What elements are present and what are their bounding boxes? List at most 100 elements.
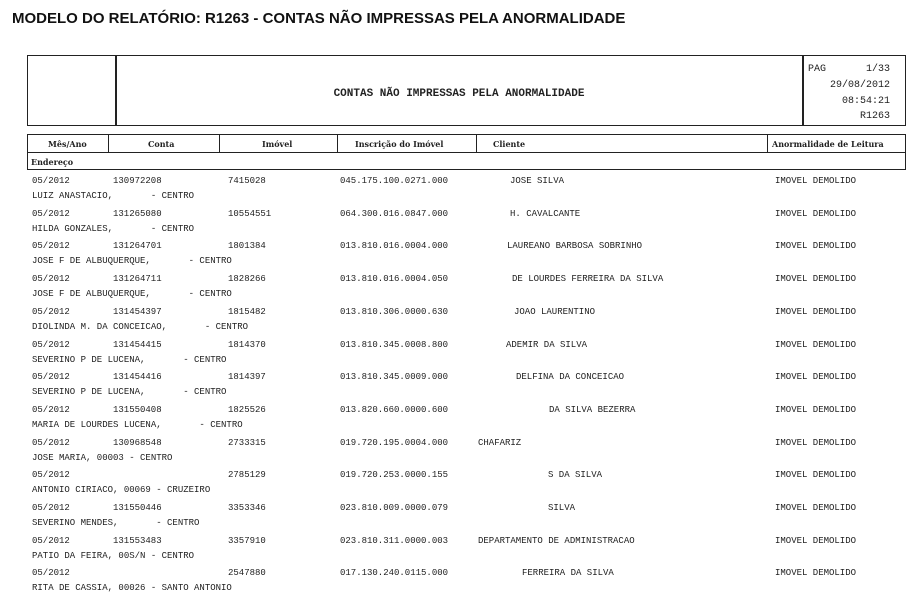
cell-conta: 131553483 bbox=[113, 535, 162, 546]
column-divider bbox=[767, 134, 768, 152]
cell-conta: 131550446 bbox=[113, 503, 162, 513]
cell-imovel: 7415028 bbox=[228, 176, 266, 186]
cell-imovel: 1815482 bbox=[228, 306, 266, 317]
cell-cliente: JOSE SILVA bbox=[510, 176, 565, 186]
cell-mes: 05/2012 bbox=[32, 241, 70, 252]
col-imovel: Imóvel bbox=[262, 139, 293, 149]
cell-anormalidade: IMOVEL DEMOLIDO bbox=[775, 535, 857, 546]
cell-inscricao: 013.810.306.0000.630 bbox=[340, 306, 449, 317]
cell-cliente: DA SILVA BEZERRA bbox=[549, 404, 636, 415]
page-label: PAG bbox=[808, 64, 827, 75]
cell-mes: 05/2012 bbox=[32, 372, 70, 383]
cell-anormalidade: IMOVEL DEMOLIDO bbox=[775, 306, 857, 317]
cell-imovel: 10554551 bbox=[228, 208, 272, 219]
cell-mes: 05/2012 bbox=[32, 274, 70, 285]
cell-inscricao: 013.820.660.0000.600 bbox=[340, 404, 449, 415]
cell-anormalidade: IMOVEL DEMOLIDO bbox=[775, 437, 857, 448]
cell-conta: 131454397 bbox=[113, 306, 162, 317]
column-divider bbox=[476, 134, 477, 152]
cell-cliente: SILVA bbox=[548, 503, 576, 513]
report-title: CONTAS NÃO IMPRESSAS PELA ANORMALIDADE bbox=[333, 88, 585, 100]
cell-cliente: LAUREANO BARBOSA SOBRINHO bbox=[507, 241, 643, 252]
cell-inscricao: 023.810.009.0000.079 bbox=[340, 503, 449, 513]
cell-endereco: JOSE F DE ALBUQUERQUE, - CENTRO bbox=[32, 289, 232, 300]
cell-mes: 05/2012 bbox=[32, 306, 70, 317]
cell-mes: 05/2012 bbox=[32, 437, 70, 448]
cell-imovel: 1825526 bbox=[228, 404, 266, 415]
cell-anormalidade: IMOVEL DEMOLIDO bbox=[775, 208, 857, 219]
cell-inscricao: 019.720.253.0000.155 bbox=[340, 470, 449, 481]
cell-endereco: SEVERINO MENDES, - CENTRO bbox=[32, 518, 200, 528]
report-date: 29/08/2012 bbox=[829, 80, 890, 91]
cell-inscricao: 013.810.016.0004.000 bbox=[340, 241, 449, 252]
cell-conta: 131454416 bbox=[113, 372, 162, 383]
cell-imovel: 3357910 bbox=[228, 535, 266, 546]
cell-mes: 05/2012 bbox=[32, 470, 70, 481]
cell-inscricao: 064.300.016.0847.000 bbox=[340, 208, 449, 219]
cell-inscricao: 019.720.195.0004.000 bbox=[340, 437, 449, 448]
cell-endereco: LUIZ ANASTACIO, - CENTRO bbox=[32, 191, 195, 201]
cell-anormalidade: IMOVEL DEMOLIDO bbox=[775, 503, 857, 513]
cell-mes: 05/2012 bbox=[32, 339, 70, 350]
cell-mes: 05/2012 bbox=[32, 503, 70, 513]
report-header-box bbox=[27, 55, 906, 126]
cell-anormalidade: IMOVEL DEMOLIDO bbox=[775, 372, 857, 383]
col-cliente: Cliente bbox=[493, 139, 526, 149]
cell-endereco: JOSE F DE ALBUQUERQUE, - CENTRO bbox=[32, 256, 232, 267]
cell-endereco: ANTONIO CIRIACO, 00069 - CRUZEIRO bbox=[32, 485, 211, 496]
page-number: 1/33 bbox=[865, 64, 890, 75]
cell-imovel: 1814397 bbox=[228, 372, 266, 383]
column-divider bbox=[219, 134, 220, 152]
col-inscricao: Inscrição do Imóvel bbox=[355, 139, 444, 149]
cell-inscricao: 017.130.240.0115.000 bbox=[340, 568, 449, 579]
col-anormalidade: Anormalidade de Leitura bbox=[772, 139, 884, 149]
cell-imovel: 1814370 bbox=[228, 339, 266, 350]
cell-conta: 131264711 bbox=[113, 274, 162, 285]
cell-anormalidade: IMOVEL DEMOLIDO bbox=[775, 568, 857, 579]
col-endereco: Endereço bbox=[31, 157, 74, 167]
column-divider bbox=[108, 134, 109, 152]
cell-imovel: 2547880 bbox=[228, 568, 266, 579]
cell-inscricao: 023.810.311.0000.003 bbox=[340, 535, 449, 546]
cell-imovel: 1801384 bbox=[228, 241, 266, 252]
cell-imovel: 1828266 bbox=[228, 274, 266, 285]
cell-cliente: DEPARTAMENTO DE ADMINISTRACAO bbox=[478, 535, 635, 546]
info-cell-divider bbox=[802, 55, 804, 126]
cell-endereco: HILDA GONZALES, - CENTRO bbox=[32, 223, 195, 234]
column-header-divider bbox=[27, 152, 906, 153]
report-code: R1263 bbox=[859, 111, 890, 122]
cell-anormalidade: IMOVEL DEMOLIDO bbox=[775, 176, 857, 186]
col-conta: Conta bbox=[148, 139, 175, 149]
col-mes-ano: Mês/Ano bbox=[48, 139, 87, 149]
cell-conta: 131264701 bbox=[113, 241, 162, 252]
cell-endereco: PATIO DA FEIRA, 00S/N - CENTRO bbox=[32, 550, 195, 561]
cell-cliente: CHAFARIZ bbox=[478, 437, 522, 448]
cell-conta: 131265080 bbox=[113, 208, 162, 219]
cell-cliente: S DA SILVA bbox=[548, 470, 603, 481]
cell-imovel: 2785129 bbox=[228, 470, 266, 481]
column-divider bbox=[337, 134, 338, 152]
cell-mes: 05/2012 bbox=[32, 535, 70, 546]
cell-endereco: MARIA DE LOURDES LUCENA, - CENTRO bbox=[32, 419, 243, 430]
cell-mes: 05/2012 bbox=[32, 404, 70, 415]
cell-conta: 130968548 bbox=[113, 437, 162, 448]
cell-imovel: 3353346 bbox=[228, 503, 266, 513]
cell-anormalidade: IMOVEL DEMOLIDO bbox=[775, 470, 857, 481]
cell-cliente: H. CAVALCANTE bbox=[510, 208, 581, 219]
cell-cliente: ADEMIR DA SILVA bbox=[506, 339, 588, 350]
cell-endereco: SEVERINO P DE LUCENA, - CENTRO bbox=[32, 354, 227, 365]
cell-mes: 05/2012 bbox=[32, 208, 70, 219]
report-time: 08:54:21 bbox=[841, 96, 890, 107]
cell-conta: 131454415 bbox=[113, 339, 162, 350]
logo-cell-divider bbox=[115, 55, 117, 126]
page-title: MODELO DO RELATÓRIO: R1263 - CONTAS NÃO … bbox=[12, 10, 626, 27]
cell-cliente: DELFINA DA CONCEICAO bbox=[516, 372, 625, 383]
cell-inscricao: 013.810.345.0008.800 bbox=[340, 339, 449, 350]
cell-endereco: DIOLINDA M. DA CONCEICAO, - CENTRO bbox=[32, 321, 249, 332]
cell-mes: 05/2012 bbox=[32, 176, 70, 186]
cell-imovel: 2733315 bbox=[228, 437, 266, 448]
cell-mes: 05/2012 bbox=[32, 568, 70, 579]
cell-anormalidade: IMOVEL DEMOLIDO bbox=[775, 339, 857, 350]
cell-inscricao: 013.810.345.0009.000 bbox=[340, 372, 449, 383]
cell-inscricao: 045.175.100.0271.000 bbox=[340, 176, 449, 186]
